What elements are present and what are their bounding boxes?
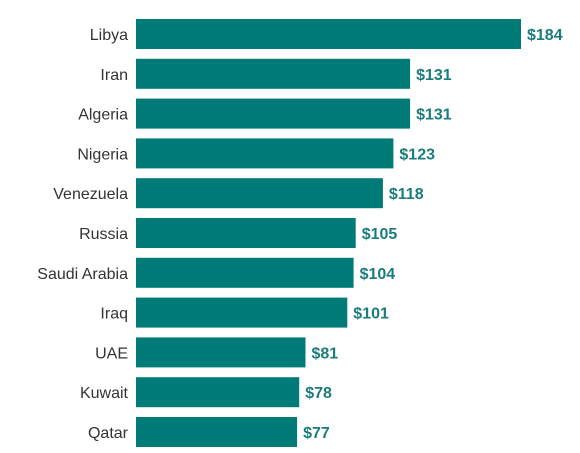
category-label-uae: UAE [95,345,128,362]
value-label-uae: $81 [312,345,339,362]
bar-qatar [136,417,298,447]
bar-algeria [136,98,411,129]
value-label-saudi-arabia: $104 [360,266,396,283]
bar-nigeria [136,138,394,169]
bar-uae [136,337,306,368]
bar-russia [136,218,356,248]
value-label-kuwait: $78 [305,385,332,402]
bar-iraq [136,297,348,328]
category-label-iraq: Iraq [100,306,128,323]
bar-iran [136,58,411,89]
bar-libya [136,19,521,49]
bars-group [136,19,521,447]
category-label-russia: Russia [79,226,128,243]
value-label-nigeria: $123 [399,146,435,163]
value-label-russia: $105 [362,226,398,243]
value-label-venezuela: $118 [389,186,424,203]
category-label-nigeria: Nigeria [77,146,128,163]
value-label-libya: $184 [527,27,563,44]
category-label-kuwait: Kuwait [80,385,129,402]
category-label-iran: Iran [100,67,128,84]
category-label-saudi-arabia: Saudi Arabia [37,266,128,283]
value-labels: $184 $131 $131 $123 $118 $105 $104 $101 $81 $78 $7… [303,27,563,442]
category-label-libya: Libya [90,27,128,44]
bar-venezuela [136,178,383,209]
value-label-iran: $131 [416,67,452,84]
bar-kuwait [136,377,300,408]
category-label-qatar: Qatar [88,425,129,442]
value-label-qatar: $77 [303,425,330,442]
bar-saudi-arabia [136,257,354,288]
category-label-venezuela: Venezuela [53,186,128,203]
category-label-algeria: Algeria [78,107,128,124]
category-labels: Libya Iran Algeria Nigeria Venezuela Russia Sa… [37,27,128,442]
value-label-iraq: $101 [353,306,389,323]
value-label-algeria: $131 [416,107,452,124]
